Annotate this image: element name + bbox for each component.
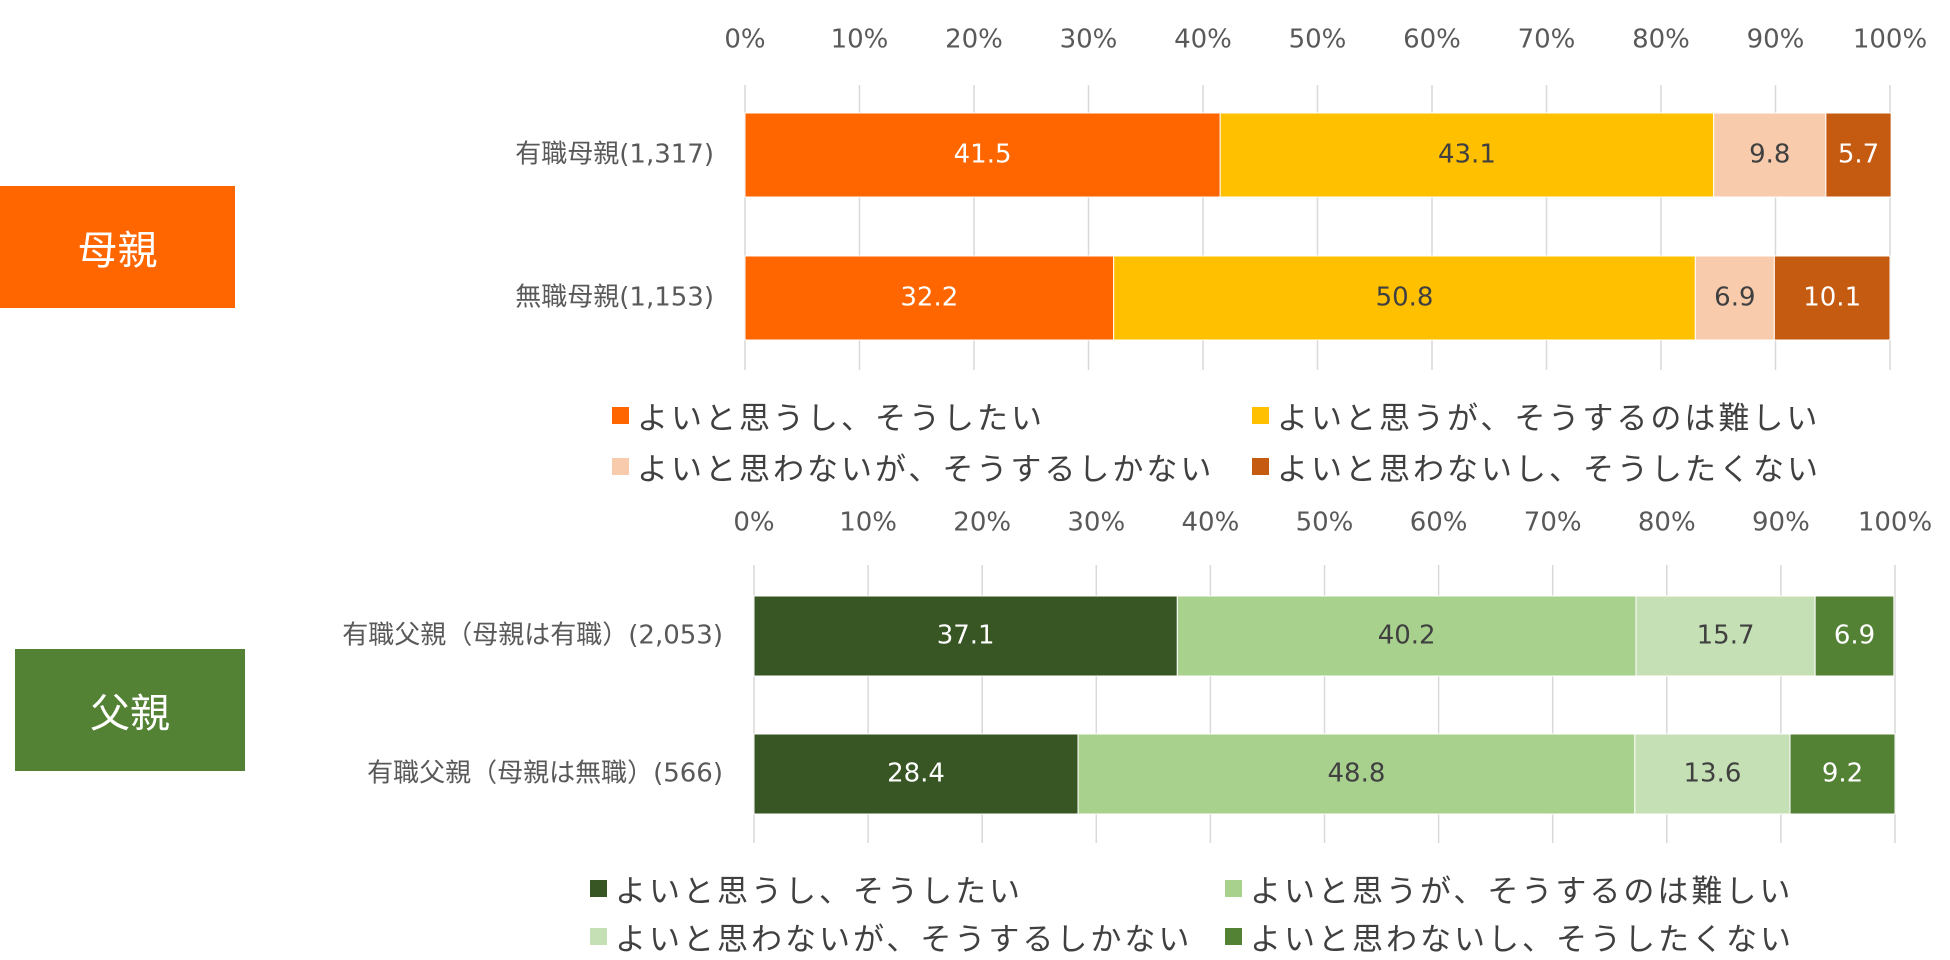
x-tick-label: 40% [1174, 25, 1232, 55]
x-tick-label: 90% [1752, 508, 1810, 538]
legend-swatch [1252, 407, 1269, 424]
bar-segment [1176, 595, 1637, 677]
father-group-label: 父親 [15, 649, 245, 771]
bar-segment [753, 595, 1178, 677]
legend-label: よいと思うが、そうするのは難しい [1277, 401, 1821, 437]
bar-segment [1634, 733, 1791, 815]
bar-segment [1077, 733, 1636, 815]
legend-swatch [590, 880, 607, 897]
data-label: 43.1 [1438, 140, 1496, 170]
bar-segment [1219, 112, 1715, 198]
bar-segment [1814, 595, 1895, 677]
data-label: 6.9 [1834, 621, 1875, 651]
legend-label: よいと思うが、そうするのは難しい [1250, 874, 1794, 910]
legend-item: よいと思うし、そうしたい [590, 866, 1023, 911]
x-tick-label: 70% [1518, 25, 1576, 55]
legend-swatch [612, 458, 629, 475]
data-label: 48.8 [1328, 759, 1386, 789]
legend-label: よいと思わないが、そうするしかない [615, 922, 1193, 958]
mother-group-label: 母親 [0, 186, 235, 308]
x-tick-label: 100% [1853, 25, 1927, 55]
category-label: 有職父親（母親は有職）(2,053) [342, 621, 723, 651]
data-label: 50.8 [1376, 283, 1434, 313]
data-label: 9.8 [1749, 140, 1790, 170]
x-tick-label: 0% [733, 508, 774, 538]
bar-segment [1635, 595, 1816, 677]
data-label: 13.6 [1683, 759, 1741, 789]
legend-swatch [612, 407, 629, 424]
x-tick-label: 20% [945, 25, 1003, 55]
legend-swatch [1225, 880, 1242, 897]
data-label: 32.2 [900, 283, 958, 313]
legend-swatch [590, 928, 607, 945]
legend-item: よいと思うが、そうするのは難しい [1225, 866, 1793, 911]
x-tick-label: 30% [1067, 508, 1125, 538]
data-label: 37.1 [937, 621, 995, 651]
bar-segment [753, 733, 1079, 815]
legend-label: よいと思わないが、そうするしかない [637, 452, 1215, 488]
x-tick-label: 60% [1403, 25, 1461, 55]
x-tick-label: 80% [1632, 25, 1690, 55]
legend-swatch [1252, 458, 1269, 475]
x-tick-label: 60% [1410, 508, 1468, 538]
x-tick-label: 70% [1524, 508, 1582, 538]
data-label: 15.7 [1697, 621, 1755, 651]
x-tick-label: 0% [724, 25, 765, 55]
bar-segment [1789, 733, 1896, 815]
data-label: 5.7 [1838, 140, 1879, 170]
x-tick-label: 80% [1638, 508, 1696, 538]
category-label: 有職母親(1,317) [515, 140, 714, 170]
data-label: 41.5 [954, 140, 1012, 170]
legend-item: よいと思うし、そうしたい [612, 393, 1045, 438]
data-label: 28.4 [887, 759, 945, 789]
legend-item: よいと思うが、そうするのは難しい [1252, 393, 1820, 438]
legend-item: よいと思わないが、そうするしかない [590, 914, 1192, 959]
x-tick-label: 90% [1747, 25, 1805, 55]
category-label: 有職父親（母親は無職）(566) [367, 759, 723, 789]
data-label: 6.9 [1714, 283, 1755, 313]
legend-item: よいと思わないし、そうしたくない [1225, 914, 1794, 959]
bar-segment [744, 112, 1221, 198]
x-tick-label: 40% [1182, 508, 1240, 538]
x-tick-label: 50% [1289, 25, 1347, 55]
bar-segment [1825, 112, 1892, 198]
bar-segment [1113, 255, 1696, 341]
legend-label: よいと思うし、そうしたい [615, 874, 1023, 910]
bar-segment [1713, 112, 1827, 198]
category-label: 無職母親(1,153) [515, 283, 714, 313]
legend-swatch [1225, 928, 1242, 945]
data-label: 40.2 [1378, 621, 1436, 651]
x-tick-label: 100% [1858, 508, 1932, 538]
data-label: 9.2 [1822, 759, 1863, 789]
legend-label: よいと思うし、そうしたい [637, 401, 1045, 437]
x-tick-label: 10% [839, 508, 897, 538]
legend-label: よいと思わないし、そうしたくない [1277, 452, 1821, 488]
legend-label: よいと思わないし、そうしたくない [1250, 922, 1794, 958]
x-tick-label: 20% [953, 508, 1011, 538]
x-tick-label: 30% [1060, 25, 1118, 55]
bar-segment [1773, 255, 1891, 341]
legend-item: よいと思わないし、そうしたくない [1252, 444, 1821, 489]
x-tick-label: 10% [831, 25, 889, 55]
data-label: 10.1 [1803, 283, 1861, 313]
x-tick-label: 50% [1296, 508, 1354, 538]
legend-item: よいと思わないが、そうするしかない [612, 444, 1214, 489]
